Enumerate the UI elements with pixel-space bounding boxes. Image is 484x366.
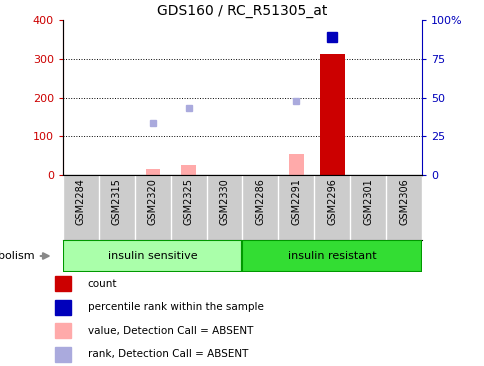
Text: insulin resistant: insulin resistant: [287, 251, 376, 261]
Text: rank, Detection Call = ABSENT: rank, Detection Call = ABSENT: [88, 349, 247, 359]
Text: GSM2315: GSM2315: [112, 178, 121, 225]
Bar: [55, 300, 71, 315]
Text: GSM2284: GSM2284: [76, 178, 86, 225]
Bar: [55, 347, 71, 362]
Bar: [288, 154, 303, 175]
Text: value, Detection Call = ABSENT: value, Detection Call = ABSENT: [88, 326, 253, 336]
Text: GSM2296: GSM2296: [327, 178, 336, 225]
Text: metabolism: metabolism: [0, 251, 35, 261]
Bar: [242, 240, 421, 272]
Bar: [319, 54, 344, 175]
Bar: [55, 276, 71, 291]
Text: GSM2320: GSM2320: [148, 178, 157, 225]
Text: GSM2286: GSM2286: [255, 178, 265, 225]
Bar: [181, 165, 196, 175]
Bar: [63, 240, 242, 272]
Text: percentile rank within the sample: percentile rank within the sample: [88, 302, 263, 312]
Title: GDS160 / RC_R51305_at: GDS160 / RC_R51305_at: [157, 4, 327, 18]
Text: GSM2325: GSM2325: [183, 178, 193, 225]
Text: GSM2291: GSM2291: [291, 178, 301, 225]
Text: GSM2306: GSM2306: [398, 178, 408, 225]
Text: insulin sensitive: insulin sensitive: [108, 251, 197, 261]
Text: GSM2330: GSM2330: [219, 178, 229, 225]
Text: count: count: [88, 279, 117, 289]
Bar: [55, 323, 71, 338]
Bar: [145, 169, 160, 175]
Text: GSM2301: GSM2301: [363, 178, 372, 225]
